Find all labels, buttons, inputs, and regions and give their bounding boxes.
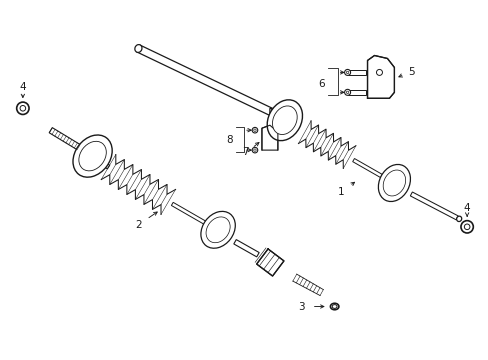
Ellipse shape [79,141,106,171]
Ellipse shape [201,211,235,248]
Circle shape [346,91,348,94]
Circle shape [253,129,256,131]
Circle shape [344,89,350,95]
Polygon shape [409,192,457,220]
Polygon shape [347,90,365,95]
Text: 2: 2 [135,220,142,230]
Polygon shape [367,55,394,98]
Text: 5: 5 [407,67,414,77]
Polygon shape [262,125,277,150]
Ellipse shape [331,305,336,309]
Polygon shape [269,108,271,116]
Circle shape [252,127,257,133]
Text: 4: 4 [20,82,26,93]
Polygon shape [352,158,382,177]
Circle shape [460,221,472,233]
Circle shape [20,105,25,111]
Polygon shape [171,202,205,224]
Circle shape [253,149,256,151]
Ellipse shape [73,135,112,177]
Circle shape [346,71,348,73]
Polygon shape [78,146,109,169]
Ellipse shape [456,216,461,221]
Polygon shape [137,45,273,116]
Circle shape [376,69,382,75]
Text: 4: 4 [463,203,469,213]
Ellipse shape [330,303,338,310]
Polygon shape [233,240,259,257]
Text: 3: 3 [298,302,305,311]
Circle shape [344,69,350,75]
Polygon shape [256,249,284,276]
Circle shape [464,224,469,230]
Ellipse shape [272,106,297,135]
Text: 1: 1 [338,187,344,197]
Ellipse shape [378,165,409,202]
Circle shape [252,147,257,153]
Text: 6: 6 [318,79,325,89]
Text: 7: 7 [241,147,248,157]
Text: 8: 8 [226,135,233,145]
Ellipse shape [135,45,142,53]
Ellipse shape [266,100,302,141]
Circle shape [17,102,29,114]
Polygon shape [347,70,365,75]
Polygon shape [49,128,80,150]
Ellipse shape [383,170,405,196]
Ellipse shape [205,217,230,243]
